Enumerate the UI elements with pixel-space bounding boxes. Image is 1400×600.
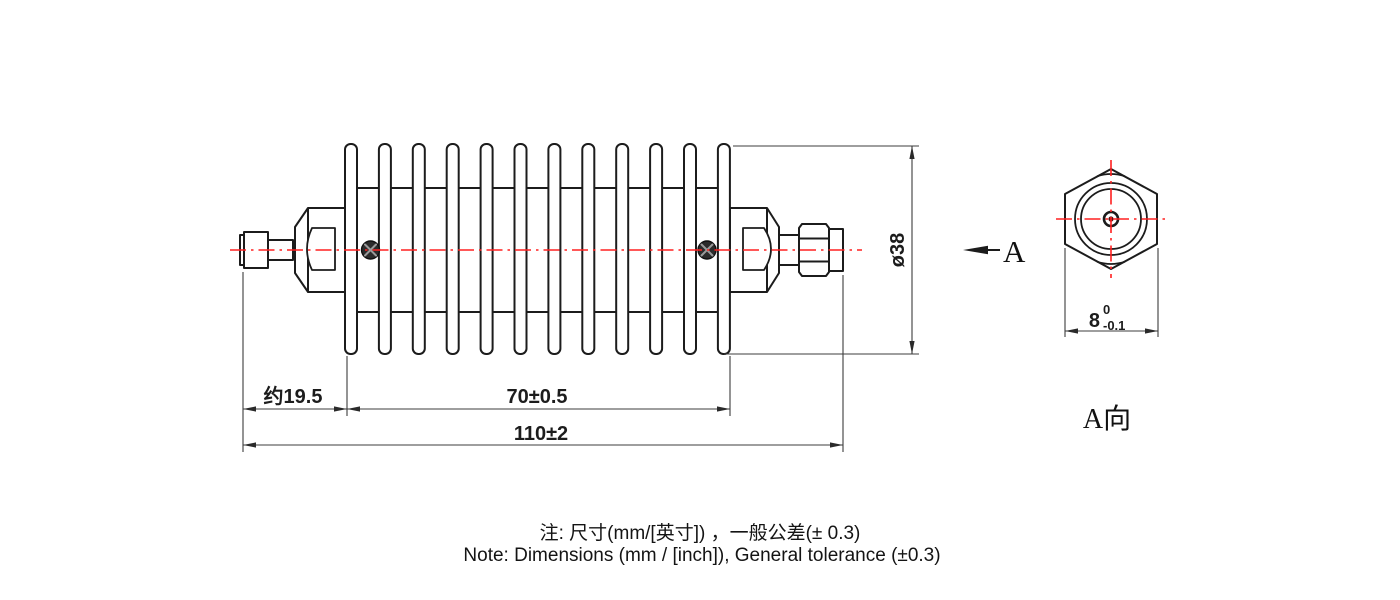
fin (479, 143, 494, 355)
side-view-dimensions: 约19.5 70±0.5 110±2 ø38 (242, 145, 919, 452)
side-view: 约19.5 70±0.5 110±2 ø38 (230, 143, 919, 452)
view-direction-label: A (1003, 234, 1026, 269)
dim-text-body-length: 70±0.5 (506, 386, 567, 408)
fin (411, 143, 426, 355)
end-view-label: A向 (1083, 403, 1131, 435)
dim-text-hex-tol-upper: 0 (1103, 302, 1110, 317)
fin (683, 143, 697, 355)
fin (547, 143, 562, 355)
note-line-en: Note: Dimensions (mm / [inch]), General … (463, 545, 940, 566)
dim-text-diameter: ø38 (887, 233, 909, 267)
hex-chamfer-arc-bottom (1096, 260, 1126, 265)
dim-text-connector-length: 约19.5 (264, 384, 323, 408)
fin (513, 143, 528, 355)
view-direction-arrow: A (963, 234, 1026, 269)
dim-text-hex-nominal: 8 (1089, 310, 1100, 332)
heatsink-fins (344, 143, 731, 355)
fin (344, 143, 358, 355)
screw-slot (364, 243, 377, 257)
dim-text-overall-length: 110±2 (514, 423, 568, 445)
fin (615, 143, 630, 355)
fin (716, 143, 731, 355)
fin (445, 143, 460, 355)
dim-text-hex-tol-lower: -0.1 (1103, 318, 1125, 333)
right-nut-facet (742, 227, 772, 271)
end-view: 8 0 -0.1 A向 (1056, 160, 1166, 435)
end-view-dimension: 8 0 -0.1 (1064, 248, 1159, 337)
left-connector (239, 207, 346, 293)
left-arrowhead-icon (963, 245, 988, 255)
fin (581, 143, 596, 355)
left-nut-facet (306, 227, 336, 271)
note-line-zh: 注: 尺寸(mm/[英寸]) ，一般公差(± 0.3) (540, 522, 861, 544)
fin (377, 143, 392, 355)
notes: 注: 尺寸(mm/[英寸]) ，一般公差(± 0.3) Note: Dimens… (463, 522, 940, 566)
fin (649, 143, 664, 355)
